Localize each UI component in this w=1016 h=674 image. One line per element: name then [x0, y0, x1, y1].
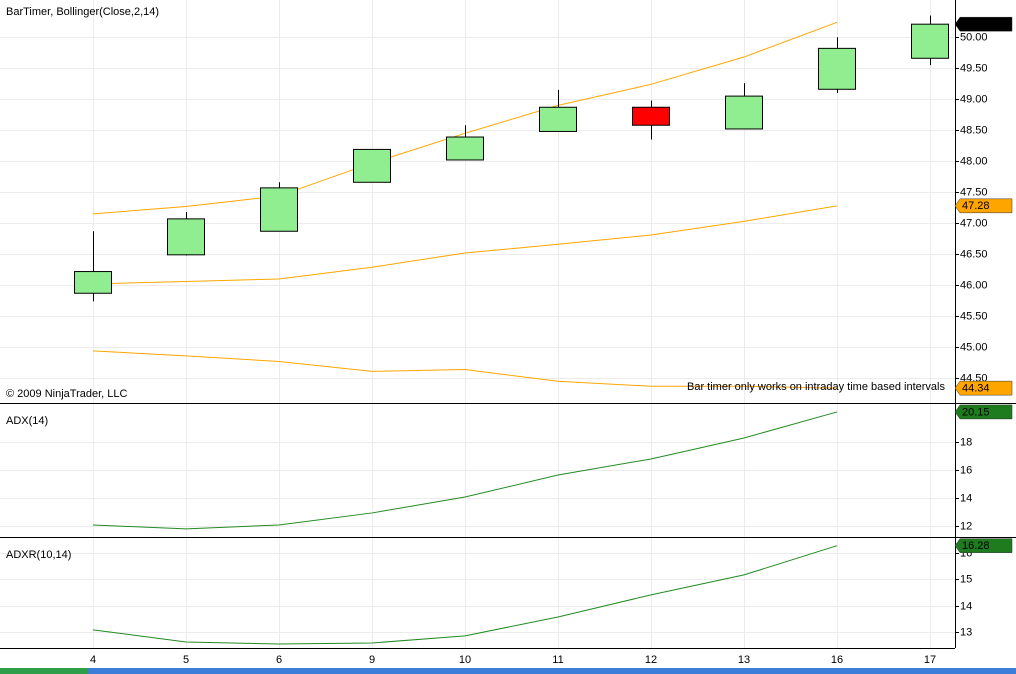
series-line [92, 350, 838, 389]
value-tag-label: 47.28 [962, 200, 990, 212]
series-line [92, 205, 838, 285]
value-tag [954, 16, 1013, 32]
candle-body [74, 271, 112, 294]
y-tick-label: 48.00 [960, 155, 988, 167]
x-tick-label: 16 [831, 654, 843, 666]
annotation: Bar timer only works on intraday time ba… [687, 381, 945, 393]
x-tick-label: 5 [183, 654, 189, 666]
y-tick-label: 14 [960, 492, 972, 504]
candle-body [539, 106, 577, 132]
candle-body [167, 218, 205, 256]
value-tag-label: 44.34 [962, 383, 990, 395]
y-tick-label: 49.50 [960, 62, 988, 74]
series-line [92, 545, 838, 645]
y-tick-label: 45.50 [960, 310, 988, 322]
y-tick-label: 46.50 [960, 248, 988, 260]
y-tick-label: 48.50 [960, 124, 988, 136]
value-tag [954, 404, 1013, 420]
x-tick-label: 9 [369, 654, 375, 666]
y-tick-label: 47.50 [960, 186, 988, 198]
y-tick-label: 18 [960, 436, 972, 448]
value-tag-label: 16.28 [962, 540, 990, 552]
y-tick-label: 12 [960, 520, 972, 532]
status-bar [0, 668, 1016, 674]
candle-body [353, 148, 391, 183]
y-tick-label: 16 [960, 464, 972, 476]
x-tick-label: 13 [738, 654, 750, 666]
y-tick-label: 46.00 [960, 279, 988, 291]
x-tick-label: 10 [459, 654, 471, 666]
value-tag [954, 380, 1013, 396]
series-line [92, 411, 838, 530]
value-tag [954, 198, 1013, 214]
candle-body [818, 47, 856, 90]
y-tick-label: 47.00 [960, 217, 988, 229]
y-tick-label: 15 [960, 573, 972, 585]
x-tick-label: 6 [276, 654, 282, 666]
candle-body [260, 187, 298, 232]
value-tag-label: 50.21 [962, 19, 990, 31]
candle-body [725, 95, 763, 130]
value-tag-label: 20.15 [962, 406, 990, 418]
candle-body [446, 136, 484, 161]
status-bar-tab [0, 668, 88, 674]
panel-title: ADXR(10,14) [6, 549, 71, 561]
x-tick-label: 11 [552, 654, 563, 666]
marks-layer [74, 15, 949, 645]
y-tick-label: 45.00 [960, 341, 988, 353]
y-tick-label: 13 [960, 626, 972, 638]
value-tag [954, 538, 1013, 553]
x-tick-label: 12 [645, 654, 657, 666]
copyright: © 2009 NinjaTrader, LLC [6, 388, 127, 400]
panel-title: ADX(14) [6, 415, 48, 427]
x-tick-label: 17 [924, 654, 936, 666]
y-tick-label: 14 [960, 600, 972, 612]
candle-body [632, 106, 670, 126]
chart-title: BarTimer, Bollinger(Close,2,14) [6, 6, 159, 18]
y-tick-label: 49.00 [960, 93, 988, 105]
x-tick-label: 4 [90, 654, 96, 666]
candle-body [911, 23, 949, 59]
y-tick-label: 50.00 [960, 31, 988, 43]
